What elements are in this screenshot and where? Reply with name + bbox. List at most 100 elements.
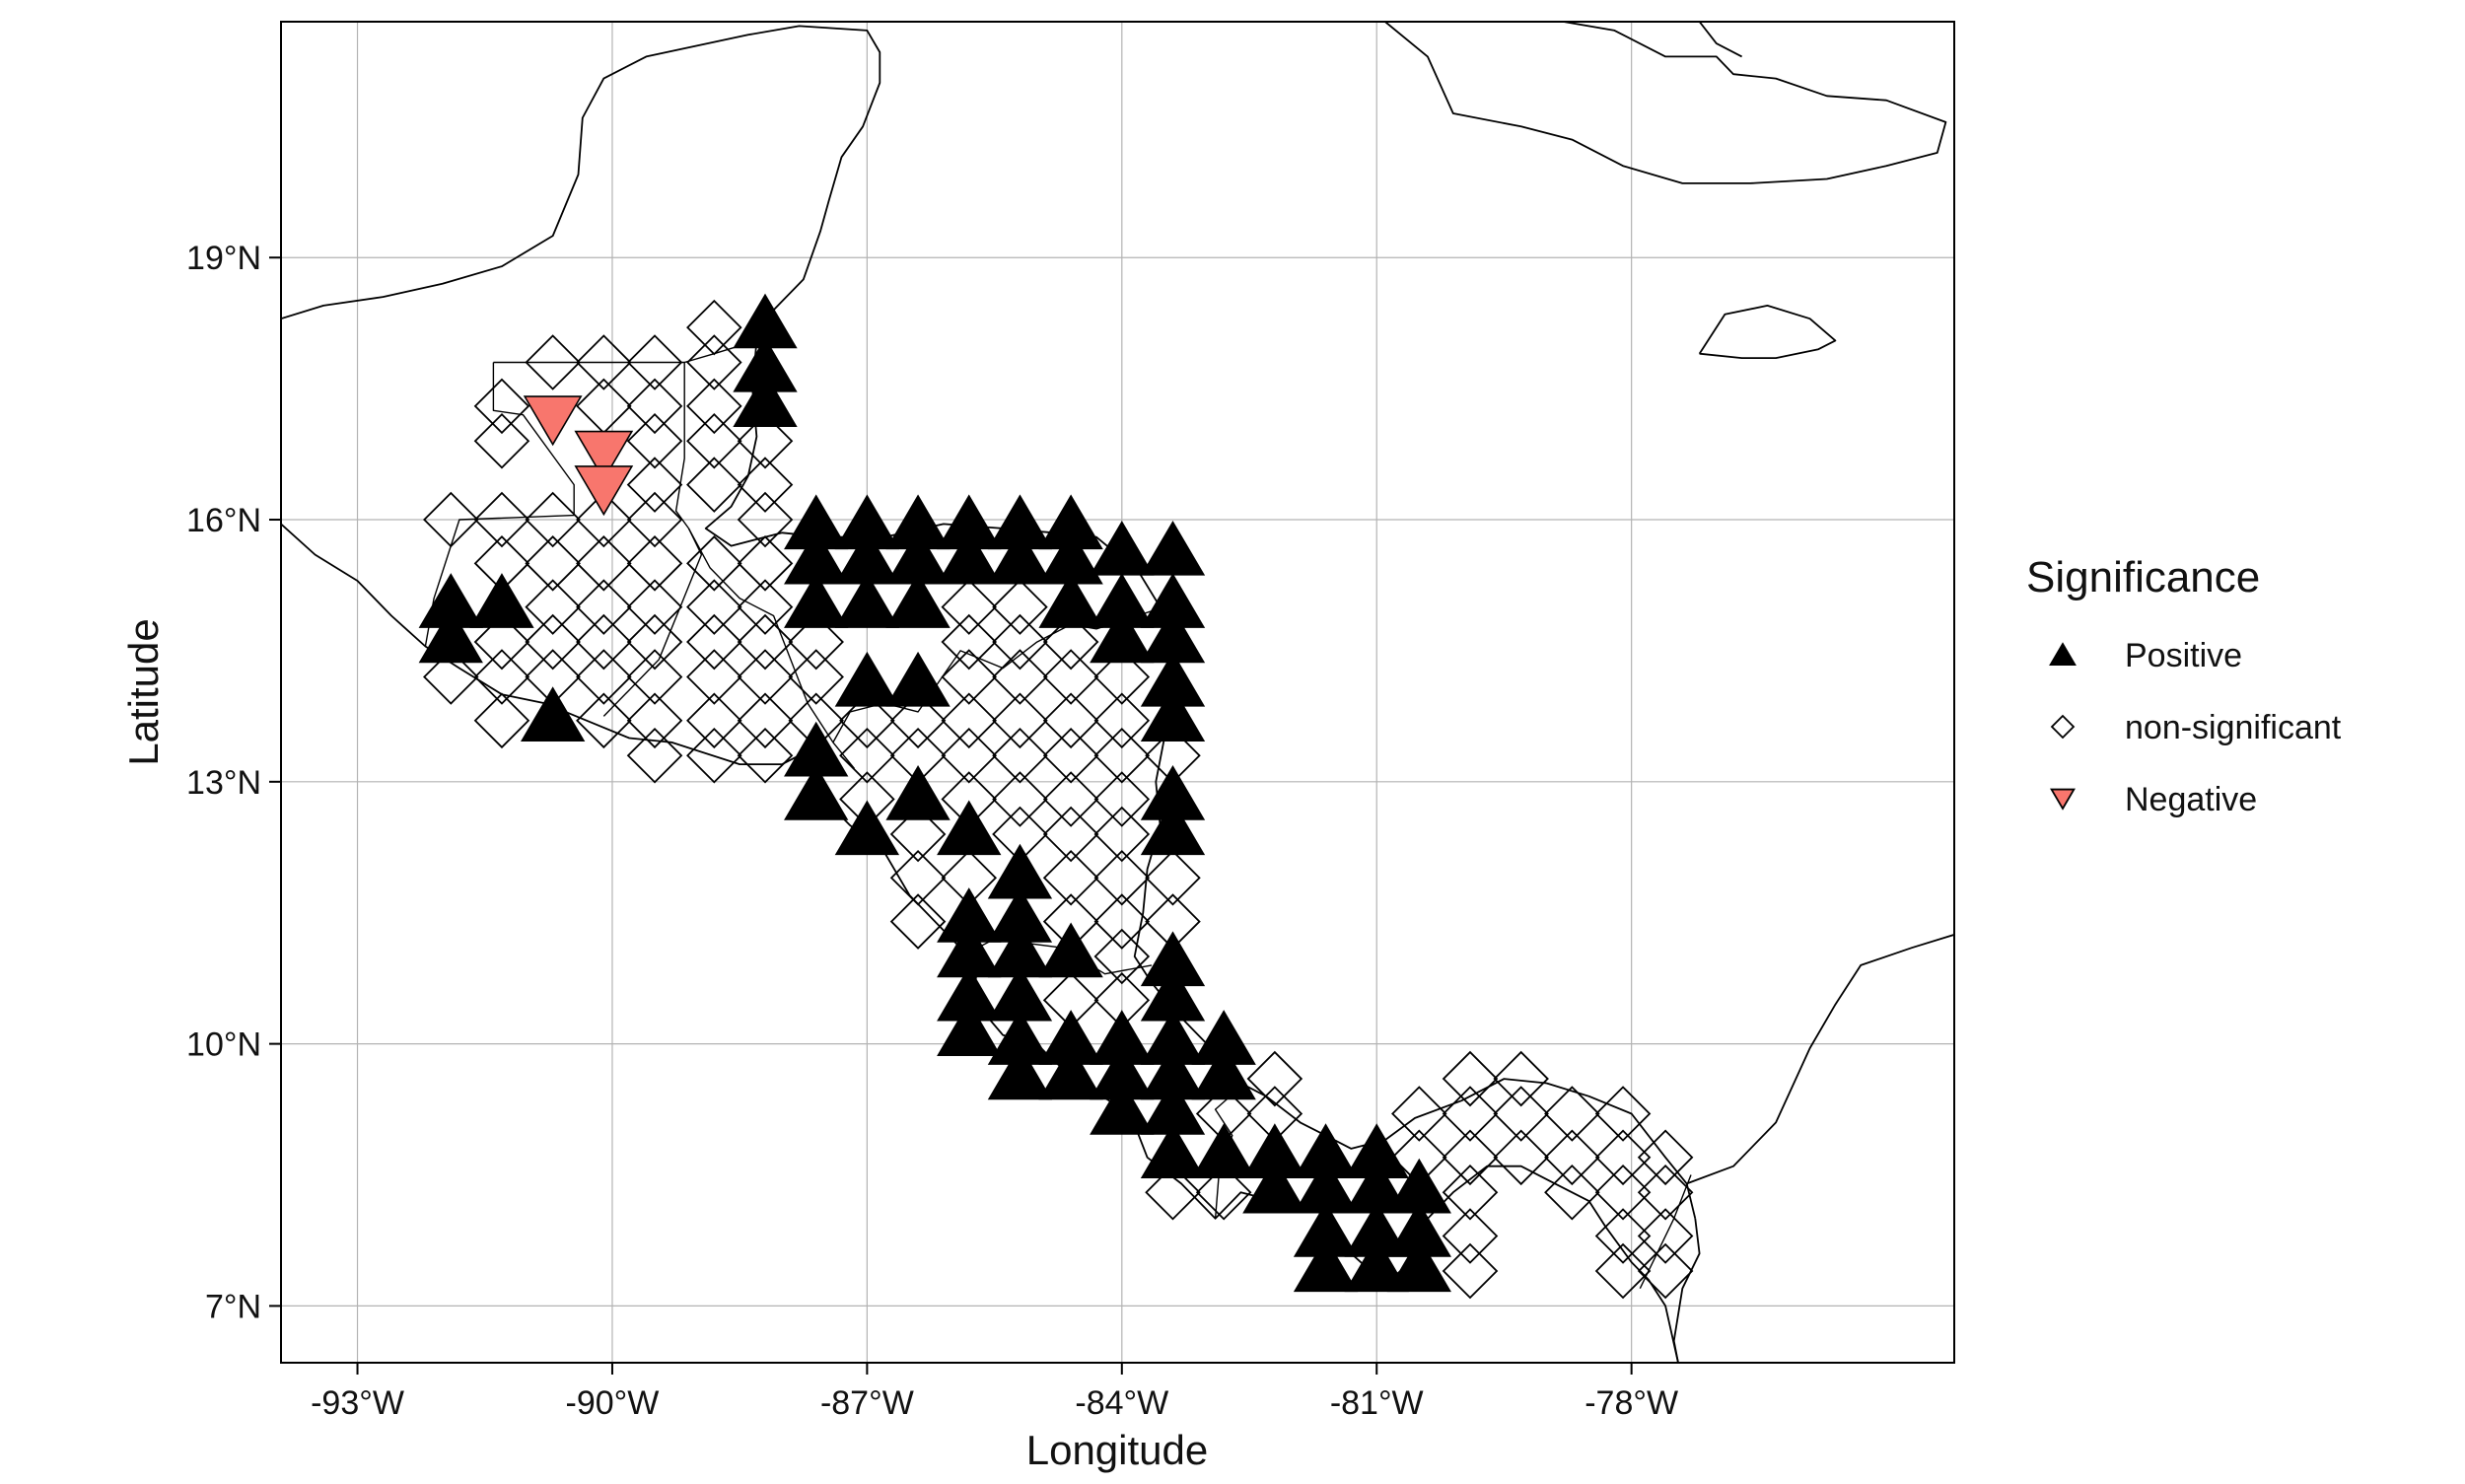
- positive-point: [784, 765, 849, 820]
- nonsignificant-point: [941, 613, 998, 671]
- nonsignificant-point: [686, 613, 742, 671]
- positive-point: [1090, 1080, 1155, 1135]
- nonsignificant-point: [737, 613, 794, 671]
- nonsignificant-point: [473, 413, 530, 469]
- positive-point: [834, 573, 900, 628]
- y-tick-label: 7°N: [205, 1288, 261, 1325]
- nonsignificant-point: [626, 334, 683, 390]
- nonsignificant-point: [1637, 1129, 1694, 1186]
- nonsignificant-point: [576, 535, 632, 592]
- panel-background: [281, 22, 1954, 1363]
- nonsignificant-point: [737, 727, 794, 784]
- country-border: [493, 361, 690, 530]
- nonsignificant-point: [626, 491, 683, 548]
- coastline: [1384, 22, 1947, 184]
- nonsignificant-point: [737, 692, 794, 749]
- positive-point: [1090, 607, 1155, 664]
- nonsignificant-point: [1544, 1129, 1600, 1186]
- y-axis-title: Latitude: [120, 618, 167, 765]
- negative-point: [523, 395, 583, 447]
- nonsignificant-point: [1042, 806, 1099, 863]
- nonsignificant-point: [576, 649, 632, 705]
- positive-point: [520, 686, 586, 742]
- nonsignificant-point: [686, 334, 742, 390]
- nonsignificant-point: [1042, 771, 1099, 827]
- x-tick-label: -78°W: [1585, 1384, 1678, 1422]
- nonsignificant-point: [1493, 1129, 1549, 1186]
- nonsignificant-point: [576, 491, 632, 548]
- nonsignificant-point: [1093, 771, 1151, 827]
- nonsignificant-point: [686, 378, 742, 435]
- nonsignificant-point: [686, 457, 742, 513]
- significance-points: [418, 293, 1694, 1300]
- nonsignificant-point: [1042, 649, 1099, 705]
- x-axis-title: Longitude: [1026, 1427, 1209, 1473]
- positive-point: [987, 1044, 1053, 1100]
- positive-point: [987, 529, 1053, 585]
- nonsignificant-point: [686, 413, 742, 469]
- nonsignificant-point: [1195, 1164, 1252, 1221]
- nonsignificant-point: [626, 692, 683, 749]
- nonsignificant-point: [992, 771, 1048, 827]
- nonsignificant-point: [1042, 727, 1099, 784]
- nonsignificant-point: [525, 535, 581, 592]
- nonsignificant-point: [1391, 1086, 1447, 1142]
- coastline: [281, 25, 881, 341]
- x-tick-label: -84°W: [1075, 1384, 1168, 1422]
- positive-point: [834, 651, 900, 707]
- nonsignificant-point: [1093, 893, 1151, 950]
- legend-label: Positive: [2125, 637, 2242, 674]
- nonsignificant-point: [1246, 1050, 1303, 1107]
- nonsignificant-point: [525, 613, 581, 671]
- nonsignificant-point: [1442, 1208, 1499, 1264]
- legend-key-triangle-down: [2050, 788, 2076, 811]
- nonsignificant-point: [473, 491, 530, 548]
- nonsignificant-point: [686, 649, 742, 705]
- legend-key-triangle-up: [2049, 642, 2077, 666]
- nonsignificant-point: [889, 893, 947, 950]
- y-tick-label: 13°N: [186, 764, 261, 802]
- positive-point: [1038, 1044, 1103, 1100]
- positive-point: [885, 765, 951, 820]
- nonsignificant-point: [1442, 1050, 1499, 1107]
- nonsignificant-point: [889, 850, 947, 906]
- nonsignificant-point: [1442, 1086, 1499, 1142]
- nonsignificant-point: [1442, 1242, 1499, 1300]
- nonsignificant-point: [737, 491, 794, 548]
- x-tick-label: -90°W: [566, 1384, 660, 1422]
- legend-label: non-significant: [2125, 709, 2342, 746]
- country-border: [602, 528, 703, 717]
- x-tick-label: -93°W: [311, 1384, 404, 1422]
- nonsignificant-point: [1544, 1086, 1600, 1142]
- nonsignificant-point: [941, 692, 998, 749]
- legend: Significance Positive non-significant Nega…: [2026, 553, 2342, 818]
- nonsignificant-point: [992, 579, 1048, 635]
- nonsignificant-point: [686, 535, 742, 592]
- negative-point: [574, 465, 634, 517]
- nonsignificant-point: [1442, 1129, 1499, 1186]
- nonsignificant-point: [737, 579, 794, 635]
- nonsignificant-point: [1093, 806, 1151, 863]
- nonsignificant-point: [1093, 649, 1151, 705]
- positive-point: [885, 651, 951, 707]
- positive-point: [1140, 800, 1206, 856]
- nonsignificant-point: [626, 613, 683, 671]
- positive-point: [1293, 1237, 1359, 1293]
- nonsignificant-point: [941, 649, 998, 705]
- positive-point: [733, 372, 798, 428]
- nonsignificant-point: [626, 457, 683, 513]
- legend-label: Negative: [2125, 781, 2257, 818]
- nonsignificant-point: [525, 491, 581, 548]
- coastline: [1698, 305, 1837, 359]
- nonsignificant-point: [1093, 692, 1151, 749]
- axis-ticks: -93°W -90°W -87°W -84°W -81°W -78°W 7°N 10°N 13°…: [186, 240, 1678, 1422]
- nonsignificant-point: [737, 413, 794, 469]
- nonsignificant-point: [626, 727, 683, 784]
- nonsignificant-point: [686, 692, 742, 749]
- nonsignificant-point: [1544, 1164, 1600, 1221]
- nonsignificant-point: [1594, 1086, 1652, 1142]
- nonsignificant-point: [626, 579, 683, 635]
- positive-point: [1038, 922, 1103, 978]
